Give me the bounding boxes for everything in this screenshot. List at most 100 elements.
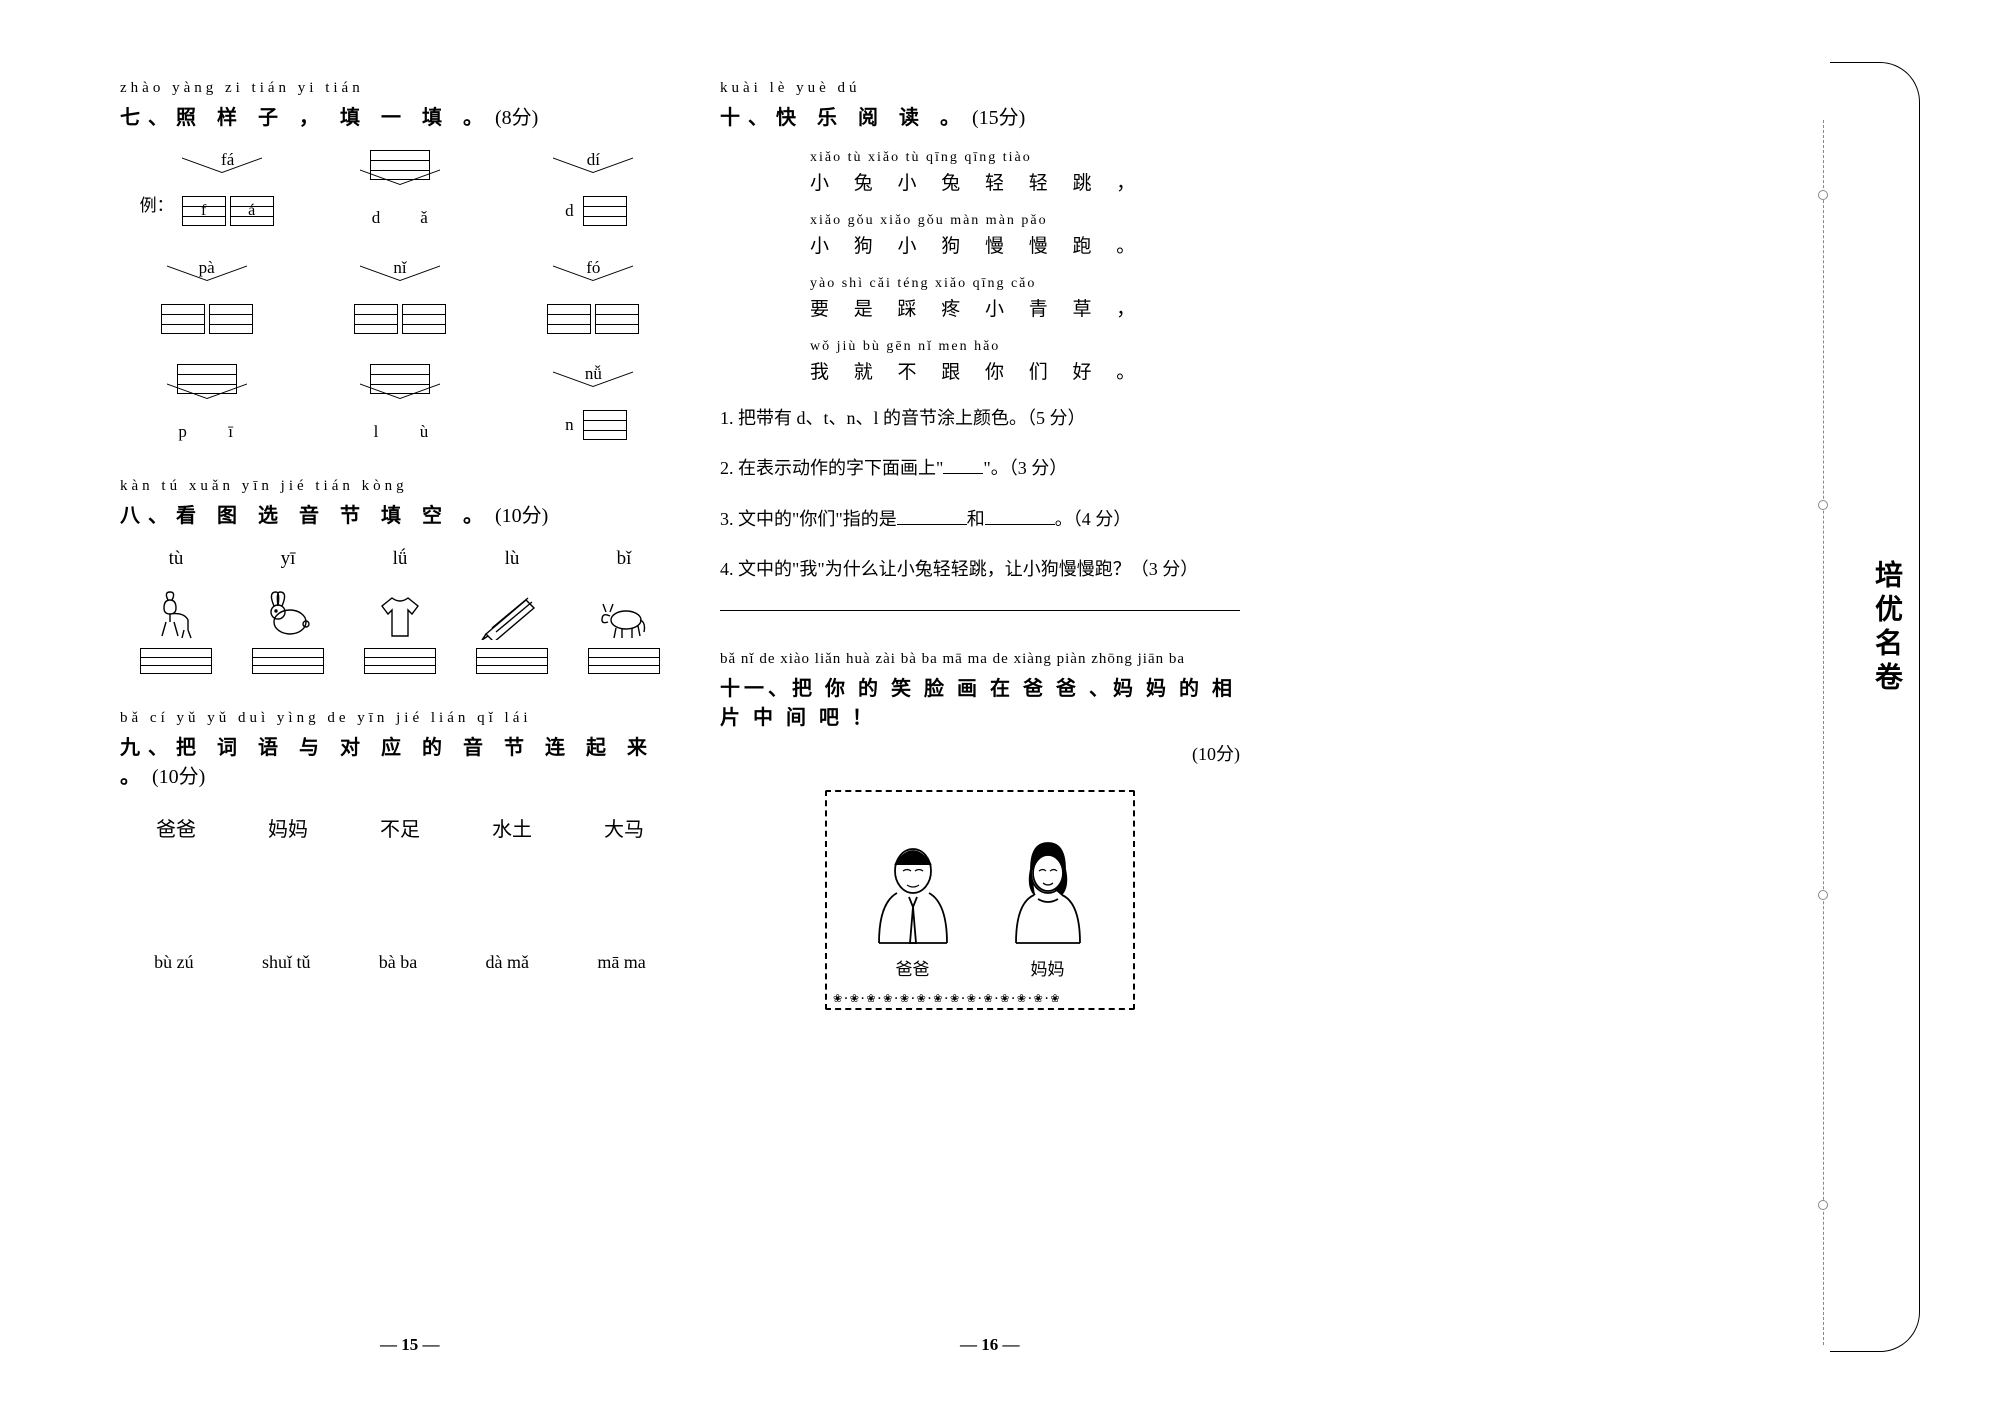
decomp-cell: nǐ	[313, 258, 486, 334]
margin-cut-line	[1823, 120, 1824, 1345]
split-lines	[167, 280, 247, 298]
image-cell	[140, 588, 212, 674]
pinyin-box[interactable]	[547, 304, 591, 334]
split-lines	[360, 184, 440, 202]
pinyin-box[interactable]	[354, 304, 398, 334]
section-10-pinyin: kuài lè yuè dú	[720, 80, 1240, 97]
question-2: 2. 在表示动作的字下面画上""。（3 分）	[720, 452, 1240, 484]
dad-icon	[873, 837, 953, 947]
match-word: 妈妈	[268, 813, 308, 842]
page-number-right: — 16 —	[960, 1335, 1020, 1355]
split-lines	[167, 398, 247, 416]
split-lines	[553, 386, 633, 404]
mom-label: 妈妈	[1031, 955, 1065, 980]
section-11: bǎ nǐ de xiào liǎn huà zài bà ba mā ma d…	[720, 651, 1240, 1010]
blank[interactable]	[943, 456, 983, 474]
decomp-cell: 例： fá f á	[120, 150, 293, 228]
syllable: yī	[281, 548, 296, 570]
section-11-pinyin: bǎ nǐ de xiào liǎn huà zài bà ba mā ma d…	[720, 651, 1240, 668]
match-pinyin: shuǐ tǔ	[262, 952, 311, 973]
decomp-cell: dí d	[507, 150, 680, 228]
section-8-title: 八、看 图 选 音 节 填 空 。(10分)	[120, 499, 680, 528]
image-cell	[476, 588, 548, 674]
answer-box[interactable]	[252, 648, 324, 674]
poem-line: xiǎo gǒu xiǎo gǒu màn màn pǎo 小 狗 小 狗 慢 …	[810, 213, 1240, 258]
syllable: bǐ	[617, 548, 632, 570]
image-row	[120, 588, 680, 674]
dad-label: 爸爸	[896, 955, 930, 980]
section-9-title: 九、把 词 语 与 对 应 的 音 节 连 起 来 。(10分)	[120, 731, 680, 789]
mom-icon	[1008, 837, 1088, 947]
pinyin-box[interactable]: á	[230, 196, 274, 226]
split-lines	[553, 280, 633, 298]
split-lines	[360, 280, 440, 298]
page-number-left: — 15 —	[380, 1335, 440, 1355]
mom-figure: 妈妈	[1008, 837, 1088, 980]
blank[interactable]	[985, 507, 1055, 525]
photo-frame[interactable]: 爸爸 妈妈 ❀･❀･❀･❀･❀･❀･❀･❀･❀･❀･❀･❀･❀･❀	[825, 790, 1135, 1010]
image-cell	[364, 588, 436, 674]
answer-box[interactable]	[588, 648, 660, 674]
question-4: 4. 文中的"我"为什么让小兔轻轻跳，让小狗慢慢跑？（3 分）	[720, 553, 1240, 585]
page-left: zhào yàng zi tián yi tián 七、照 样 子 ， 填 一 …	[120, 80, 680, 1009]
margin-tab	[1830, 62, 1920, 1352]
margin-dot	[1818, 1200, 1828, 1210]
section-7-title: 七、照 样 子 ， 填 一 填 。(8分)	[120, 101, 680, 130]
section-11-title: 十一、把 你 的 笑 脸 画 在 爸 爸 、妈 妈 的 相 片 中 间 吧 ！	[720, 672, 1240, 730]
margin-dot	[1818, 190, 1828, 200]
question-3: 3. 文中的"你们"指的是和。（4 分）	[720, 503, 1240, 535]
section-11-points: (10分)	[720, 740, 1240, 766]
answer-line[interactable]	[720, 610, 1240, 611]
answer-box[interactable]	[140, 648, 212, 674]
match-pinyin: dà mǎ	[486, 952, 529, 973]
match-pinyin: bù zú	[154, 952, 194, 973]
dad-figure: 爸爸	[873, 837, 953, 980]
answer-box[interactable]	[476, 648, 548, 674]
poem-line: xiǎo tù xiǎo tù qīng qīng tiào 小 兔 小 兔 轻…	[810, 150, 1240, 195]
section-9-pinyin: bǎ cí yǔ yǔ duì yìng de yīn jié lián qǐ …	[120, 710, 680, 727]
poem-line: yào shì cǎi téng xiǎo qīng cǎo 要 是 踩 疼 小…	[810, 276, 1240, 321]
margin-dot	[1818, 890, 1828, 900]
match-top-row: 爸爸 妈妈 不足 水土 大马	[120, 813, 680, 842]
donkey-icon	[591, 588, 657, 642]
pinyin-box[interactable]	[583, 410, 627, 440]
match-word: 水土	[492, 813, 532, 842]
deer-icon	[143, 588, 209, 642]
decomp-cell: pà	[120, 258, 293, 334]
match-word: 爸爸	[156, 813, 196, 842]
book-title-vertical: 培优名卷	[1866, 560, 1906, 696]
section-7-pinyin: zhào yàng zi tián yi tián	[120, 80, 680, 97]
rabbit-icon	[255, 588, 321, 642]
pinyin-box[interactable]	[161, 304, 205, 334]
poem: xiǎo tù xiǎo tù qīng qīng tiào 小 兔 小 兔 轻…	[810, 150, 1240, 384]
blank[interactable]	[897, 507, 967, 525]
pinyin-box[interactable]: f	[182, 196, 226, 226]
example-label: 例：	[140, 191, 174, 216]
match-bottom-row: bù zú shuǐ tǔ bà ba dà mǎ mā ma	[120, 952, 680, 973]
section-9: bǎ cí yǔ yǔ duì yìng de yīn jié lián qǐ …	[120, 710, 680, 973]
page-right: kuài lè yuè dú 十、快 乐 阅 读 。(15分) xiǎo tù …	[720, 80, 1240, 1046]
answer-box[interactable]	[364, 648, 436, 674]
decomp-grid: 例： fá f á d ǎ	[120, 150, 680, 442]
section-10: kuài lè yuè dú 十、快 乐 阅 读 。(15分) xiǎo tù …	[720, 80, 1240, 611]
pinyin-box[interactable]	[209, 304, 253, 334]
clothes-icon	[367, 588, 433, 642]
decomp-cell: nǚ n	[507, 364, 680, 442]
match-pinyin: mā ma	[597, 952, 645, 973]
syllable-options: tù yī lǘ lù bǐ	[120, 548, 680, 570]
decomp-cell: p ī	[120, 364, 293, 442]
split-lines	[553, 172, 633, 190]
margin-dot	[1818, 500, 1828, 510]
frame-decoration: ❀･❀･❀･❀･❀･❀･❀･❀･❀･❀･❀･❀･❀･❀	[833, 990, 1127, 1004]
pinyin-box[interactable]	[402, 304, 446, 334]
syllable: lù	[505, 548, 520, 570]
match-pinyin: bà ba	[379, 952, 417, 973]
decomp-cell: d ǎ	[313, 150, 486, 228]
match-word: 不足	[380, 813, 420, 842]
pinyin-box[interactable]	[595, 304, 639, 334]
section-8-pinyin: kàn tú xuǎn yīn jié tián kòng	[120, 478, 680, 495]
pinyin-box[interactable]	[583, 196, 627, 226]
image-cell	[588, 588, 660, 674]
poem-line: wǒ jiù bù gēn nǐ men hǎo 我 就 不 跟 你 们 好 。	[810, 339, 1240, 384]
match-word: 大马	[604, 813, 644, 842]
